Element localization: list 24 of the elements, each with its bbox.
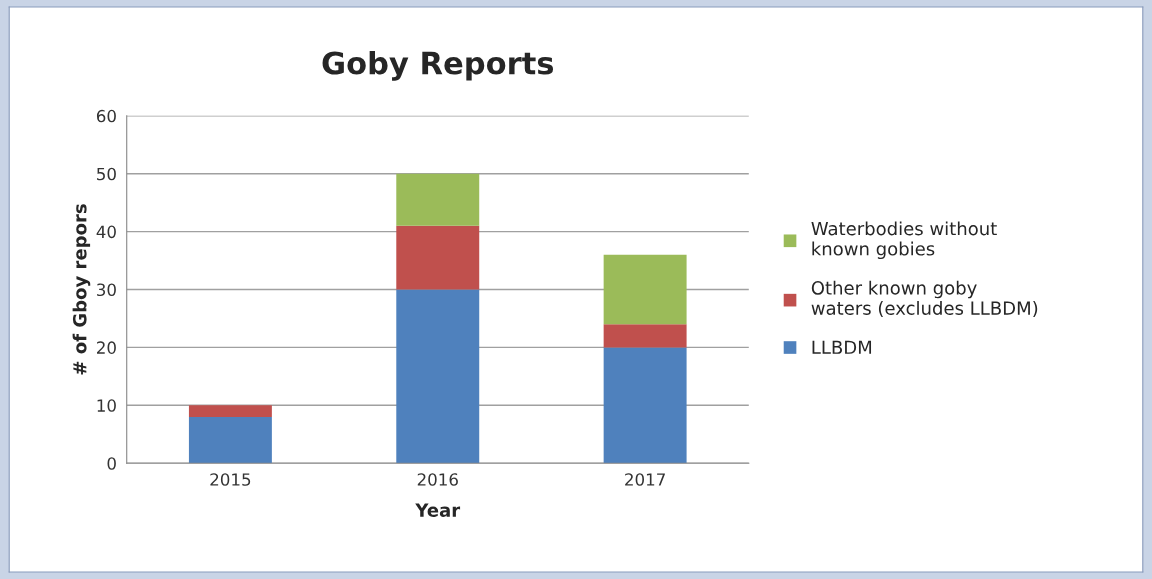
y-tick-label: 30: [97, 283, 116, 297]
legend-label: Waterbodies without known gobies: [811, 221, 997, 260]
x-tick-label: 2015: [210, 473, 251, 486]
bar: [603, 324, 687, 348]
y-tick-label: 0: [107, 457, 116, 470]
y-tick-label: 60: [96, 109, 116, 123]
x-tick-label: 2016: [417, 473, 458, 486]
bar: [188, 405, 272, 417]
y-tick-label: 10: [97, 399, 116, 412]
bar: [603, 347, 687, 464]
bar: [396, 289, 480, 464]
legend-label: Other known goby waters (excludes LLBDM): [811, 280, 1038, 318]
y-tick-label: 20: [97, 341, 116, 354]
y-tick-label: 50: [97, 167, 116, 181]
bar: [188, 416, 272, 464]
x-tick-label: 2017: [625, 473, 665, 486]
chart-title: Goby Reports: [322, 50, 554, 81]
y-axis-title: # of Gboy repors: [72, 204, 91, 375]
bar: [396, 225, 480, 290]
y-tick-label: 40: [96, 225, 116, 239]
x-axis-title: Year: [415, 503, 461, 517]
legend-label: LLBDM: [812, 340, 872, 354]
bar: [396, 173, 480, 226]
bar: [603, 254, 687, 325]
